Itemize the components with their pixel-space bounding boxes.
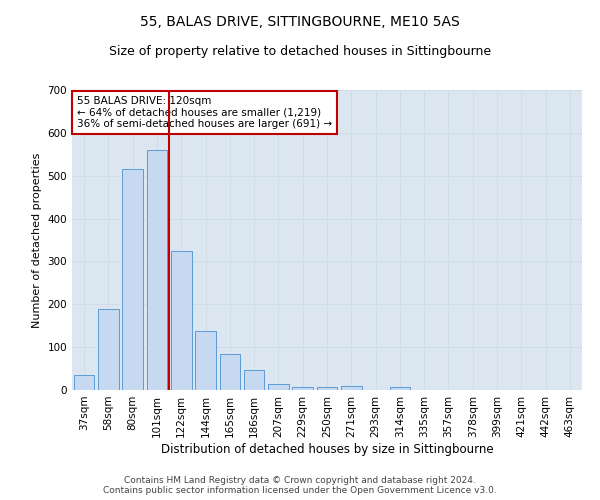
- Text: 55, BALAS DRIVE, SITTINGBOURNE, ME10 5AS: 55, BALAS DRIVE, SITTINGBOURNE, ME10 5AS: [140, 15, 460, 29]
- Bar: [98, 308, 119, 390]
- Bar: [244, 370, 265, 390]
- Y-axis label: Number of detached properties: Number of detached properties: [32, 152, 42, 328]
- Bar: [341, 386, 362, 390]
- Text: Contains HM Land Registry data © Crown copyright and database right 2024.
Contai: Contains HM Land Registry data © Crown c…: [103, 476, 497, 495]
- Bar: [146, 150, 167, 390]
- Bar: [122, 170, 143, 390]
- Bar: [292, 387, 313, 390]
- Bar: [317, 387, 337, 390]
- X-axis label: Distribution of detached houses by size in Sittingbourne: Distribution of detached houses by size …: [161, 442, 493, 456]
- Bar: [195, 331, 216, 390]
- Bar: [389, 388, 410, 390]
- Text: 55 BALAS DRIVE: 120sqm
← 64% of detached houses are smaller (1,219)
36% of semi-: 55 BALAS DRIVE: 120sqm ← 64% of detached…: [77, 96, 332, 129]
- Bar: [268, 384, 289, 390]
- Text: Size of property relative to detached houses in Sittingbourne: Size of property relative to detached ho…: [109, 45, 491, 58]
- Bar: [171, 250, 191, 390]
- Bar: [74, 375, 94, 390]
- Bar: [220, 354, 240, 390]
